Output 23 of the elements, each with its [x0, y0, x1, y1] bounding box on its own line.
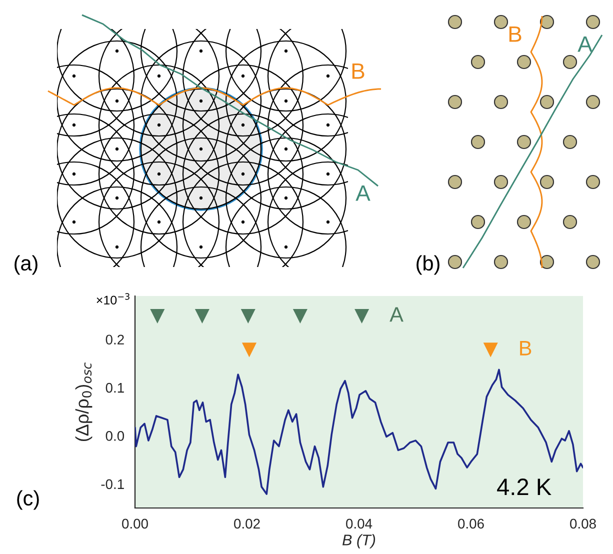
x-tick-label: 0.00 — [122, 518, 148, 529]
y-tick-label: -0.1 — [101, 479, 124, 490]
text: ×10$^{−3}$ — [96, 293, 130, 305]
y-tick-label: 0.0 — [106, 431, 124, 441]
text: B — [509, 26, 522, 42]
text: B — [352, 63, 364, 79]
line-series — [135, 368, 583, 495]
x-tick-label: 0.04 — [346, 518, 372, 529]
x-tick-label: 0.06 — [458, 518, 484, 529]
series-label: A — [390, 307, 404, 322]
y-axis-title: (Δρ/ρ$_{0}$)$_{osc}$ — [75, 362, 92, 442]
y-tick-label: 0.2 — [106, 334, 124, 345]
text: A — [578, 36, 592, 52]
text: (a) — [14, 255, 38, 275]
text: A — [356, 185, 370, 201]
text: (b) — [416, 255, 440, 275]
text: (c) — [17, 490, 39, 510]
x-axis-title: B (T) — [342, 534, 376, 548]
x-tick-label: 0.02 — [234, 518, 260, 529]
y-tick-label: 0.1 — [106, 382, 124, 393]
x-tick-label: 0.08 — [570, 518, 596, 529]
series-label: B — [520, 341, 532, 356]
annotation: 4.2 K — [497, 478, 552, 496]
